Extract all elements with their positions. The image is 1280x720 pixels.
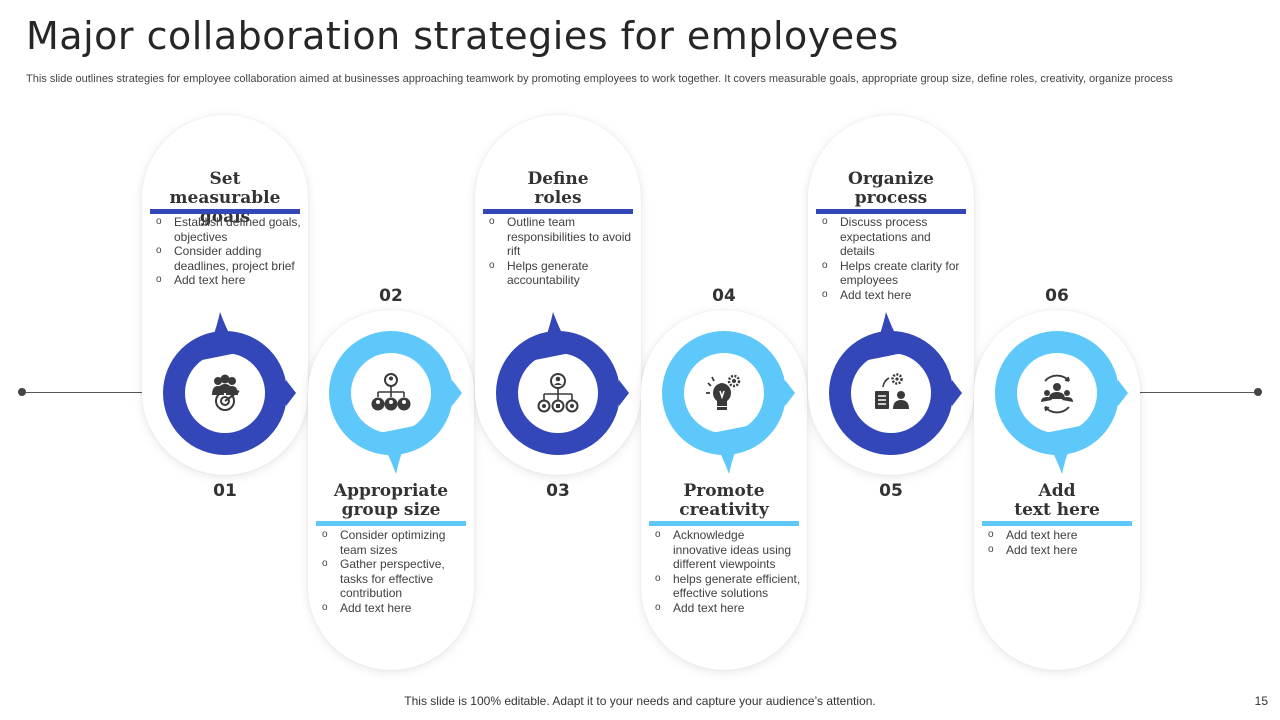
step-number: 02	[379, 286, 403, 306]
ring-graphic	[995, 331, 1128, 474]
step-number: 05	[879, 481, 903, 501]
bullet-item: Outline team responsibilities to avoid r…	[489, 215, 635, 259]
ring-graphic	[662, 331, 795, 474]
ring-arrow	[286, 380, 296, 406]
ring-graphic	[496, 312, 629, 455]
team-cycle-icon	[1037, 373, 1077, 414]
step-heading: Add text here	[1014, 481, 1100, 520]
step-bullet-list: Discuss process expectations and details…	[822, 215, 968, 302]
step-heading: Promote creativity	[679, 481, 769, 520]
step-heading: Define roles	[527, 169, 589, 208]
ring-tail	[202, 312, 242, 360]
step-ring	[661, 330, 795, 474]
ring-arrow	[619, 380, 629, 406]
bullet-item: Gather perspective, tasks for effective …	[322, 557, 468, 601]
step-bullet-list: Consider optimizing team sizesGather per…	[322, 528, 468, 615]
step-card-05: 05 Organize process Discuss process expect…	[808, 115, 974, 501]
ring-graphic	[829, 312, 962, 455]
bullet-item: Add text here	[988, 543, 1134, 558]
ring-tail	[868, 312, 908, 360]
step-ring	[328, 330, 462, 474]
page-title: Major collaboration strategies for emplo…	[26, 14, 899, 58]
process-checklist-icon	[871, 373, 911, 413]
bullet-item: Consider optimizing team sizes	[322, 528, 468, 557]
bullet-item: Discuss process expectations and details	[822, 215, 968, 259]
ring-arrow	[785, 380, 795, 406]
ring-graphic	[163, 312, 296, 455]
step-card-02: 02 Appropriate group size Consider optimiz…	[308, 286, 474, 670]
ring-arrow	[452, 380, 462, 406]
step-heading: Appropriate group size	[333, 481, 449, 520]
step-bullet-list: Acknowledge innovative ideas using diffe…	[655, 528, 801, 615]
bullet-item: Helps generate accountability	[489, 259, 635, 288]
lightbulb-gear-icon	[704, 373, 744, 413]
bullet-item: Add text here	[822, 288, 968, 303]
bullet-item: Acknowledge innovative ideas using diffe…	[655, 528, 801, 572]
ring-tail	[535, 312, 575, 360]
org-chart-icon	[371, 373, 411, 413]
heading-underline	[816, 209, 966, 214]
ring-tail	[374, 426, 414, 474]
page-subtitle: This slide outlines strategies for emplo…	[26, 73, 1173, 85]
bullet-item: Add text here	[988, 528, 1134, 543]
step-card-03: 03 Define roles Outline team responsibilit…	[475, 115, 641, 501]
ring-tail	[707, 426, 747, 474]
timeline-left	[22, 392, 146, 393]
bullet-item: Add text here	[655, 601, 801, 616]
step-ring	[162, 312, 296, 456]
step-card-04: 04 Promote creativity Acknowledge innovati…	[641, 286, 807, 670]
step-number: 01	[213, 481, 237, 501]
heading-underline	[316, 521, 466, 526]
bullet-item: Add text here	[322, 601, 468, 616]
timeline-start-dot	[18, 388, 26, 396]
heading-underline	[982, 521, 1132, 526]
bullet-item: Establish defined goals, objectives	[156, 215, 302, 244]
step-bullet-list: Establish defined goals, objectivesConsi…	[156, 215, 302, 288]
role-network-icon	[537, 373, 579, 413]
step-bullet-list: Add text hereAdd text here	[988, 528, 1134, 557]
footer-note: This slide is 100% editable. Adapt it to…	[404, 694, 876, 708]
step-ring	[994, 330, 1128, 474]
ring-arrow	[952, 380, 962, 406]
ring-tail	[1040, 426, 1080, 474]
bullet-item: Helps create clarity for employees	[822, 259, 968, 288]
bullet-item: helps generate efficient, effective solu…	[655, 572, 801, 601]
step-number: 04	[712, 286, 736, 306]
step-number: 03	[546, 481, 570, 501]
step-ring	[495, 312, 629, 456]
heading-underline	[649, 521, 799, 526]
step-bullet-list: Outline team responsibilities to avoid r…	[489, 215, 635, 288]
target-team-icon	[205, 373, 245, 413]
page-number: 15	[1254, 694, 1268, 708]
step-ring	[828, 312, 962, 456]
bullet-item: Add text here	[156, 273, 302, 288]
heading-underline	[150, 209, 300, 214]
step-heading: Organize process	[848, 169, 934, 208]
step-number: 06	[1045, 286, 1069, 306]
bullet-item: Consider adding deadlines, project brief	[156, 244, 302, 273]
heading-underline	[483, 209, 633, 214]
timeline-end-dot	[1254, 388, 1262, 396]
ring-arrow	[1118, 380, 1128, 406]
ring-graphic	[329, 331, 462, 474]
timeline-right	[1138, 392, 1258, 393]
